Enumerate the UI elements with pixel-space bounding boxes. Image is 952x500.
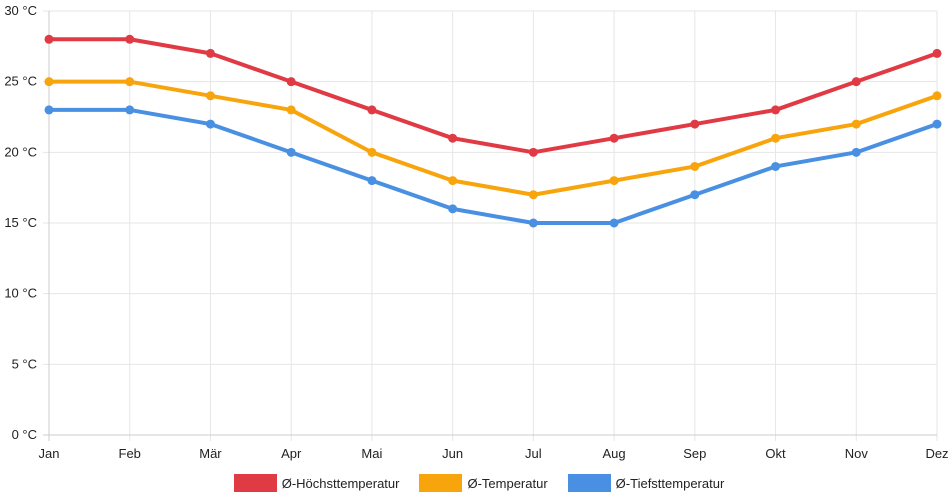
chart-legend: Ø-Höchsttemperatur Ø-Temperatur Ø-Tiefst… [0,472,952,494]
data-point-avg-temperature[interactable] [932,91,942,101]
data-point-avg-temperature[interactable] [44,77,54,87]
series-line-avg-temperature [47,79,939,197]
data-point-min-temperature[interactable] [528,218,538,228]
y-tick-label: 5 °C [12,356,37,371]
data-point-avg-temperature[interactable] [367,147,377,157]
series-lines [47,37,939,225]
series-points [44,34,942,228]
x-tick-label: Jan [39,446,60,461]
legend-item-avg-temperature[interactable]: Ø-Temperatur [419,474,548,492]
data-point-min-temperature[interactable] [690,190,700,200]
data-point-avg-temperature[interactable] [609,176,619,186]
x-axis-ticks: Jan Feb Mär Apr Mai Jun Jul Aug Sep Okt Nov Dez [39,446,949,461]
legend-label-min-temperature: Ø-Tiefsttemperatur [615,475,725,491]
data-point-min-temperature[interactable] [367,176,377,186]
data-point-max-temperature[interactable] [609,133,619,143]
data-point-max-temperature[interactable] [448,133,458,143]
x-tick-label: Dez [925,446,948,461]
x-tick-label: Jun [442,446,463,461]
grid-lines [43,10,938,441]
data-point-avg-temperature[interactable] [528,190,538,200]
data-point-max-temperature[interactable] [771,105,781,115]
y-tick-label: 15 °C [4,215,37,230]
legend-label-max-temperature: Ø-Höchsttemperatur [281,475,400,491]
x-tick-label: Okt [765,446,786,461]
data-point-min-temperature[interactable] [125,105,135,115]
data-point-avg-temperature[interactable] [771,133,781,143]
y-tick-label: 10 °C [4,286,37,301]
data-point-avg-temperature[interactable] [851,119,861,129]
data-point-max-temperature[interactable] [690,119,700,129]
data-point-min-temperature[interactable] [851,147,861,157]
y-tick-label: 0 °C [12,427,37,442]
legend-swatch-max-temperature [233,474,277,492]
x-tick-label: Apr [281,446,302,461]
data-point-min-temperature[interactable] [609,218,619,228]
data-point-max-temperature[interactable] [44,34,54,44]
legend-item-min-temperature[interactable]: Ø-Tiefsttemperatur [567,474,725,492]
data-point-max-temperature[interactable] [932,48,942,58]
y-axis-ticks: 0 °C 5 °C 10 °C 15 °C 20 °C 25 °C 30 °C [4,3,37,442]
data-point-max-temperature[interactable] [851,77,861,87]
data-point-max-temperature[interactable] [528,147,538,157]
y-tick-label: 20 °C [4,144,37,159]
data-point-min-temperature[interactable] [44,105,54,115]
x-tick-label: Mär [199,446,222,461]
data-point-max-temperature[interactable] [367,105,377,115]
data-point-max-temperature[interactable] [205,48,215,58]
legend-swatch-avg-temperature [419,474,463,492]
data-point-max-temperature[interactable] [286,77,296,87]
legend-swatch-min-temperature [567,474,611,492]
legend-label-avg-temperature: Ø-Temperatur [467,475,548,491]
data-point-min-temperature[interactable] [932,119,942,129]
y-tick-label: 25 °C [4,74,37,89]
series-line-min-temperature [47,107,939,225]
legend-item-max-temperature[interactable]: Ø-Höchsttemperatur [233,474,400,492]
series-line-max-temperature [47,37,939,155]
x-tick-label: Feb [119,446,141,461]
data-point-min-temperature[interactable] [771,161,781,171]
x-tick-label: Mai [361,446,382,461]
x-tick-label: Sep [683,446,706,461]
data-point-avg-temperature[interactable] [125,77,135,87]
y-tick-label: 30 °C [4,3,37,18]
data-point-avg-temperature[interactable] [286,105,296,115]
data-point-max-temperature[interactable] [125,34,135,44]
data-point-min-temperature[interactable] [205,119,215,129]
x-tick-label: Aug [603,446,626,461]
data-point-avg-temperature[interactable] [448,176,458,186]
data-point-min-temperature[interactable] [286,147,296,157]
data-point-avg-temperature[interactable] [205,91,215,101]
data-point-min-temperature[interactable] [448,204,458,214]
data-point-avg-temperature[interactable] [690,161,700,171]
x-tick-label: Jul [525,446,542,461]
chart-canvas: 0 °C 5 °C 10 °C 15 °C 20 °C 25 °C 30 °C Jan Feb… [4,3,949,461]
x-tick-label: Nov [845,446,869,461]
